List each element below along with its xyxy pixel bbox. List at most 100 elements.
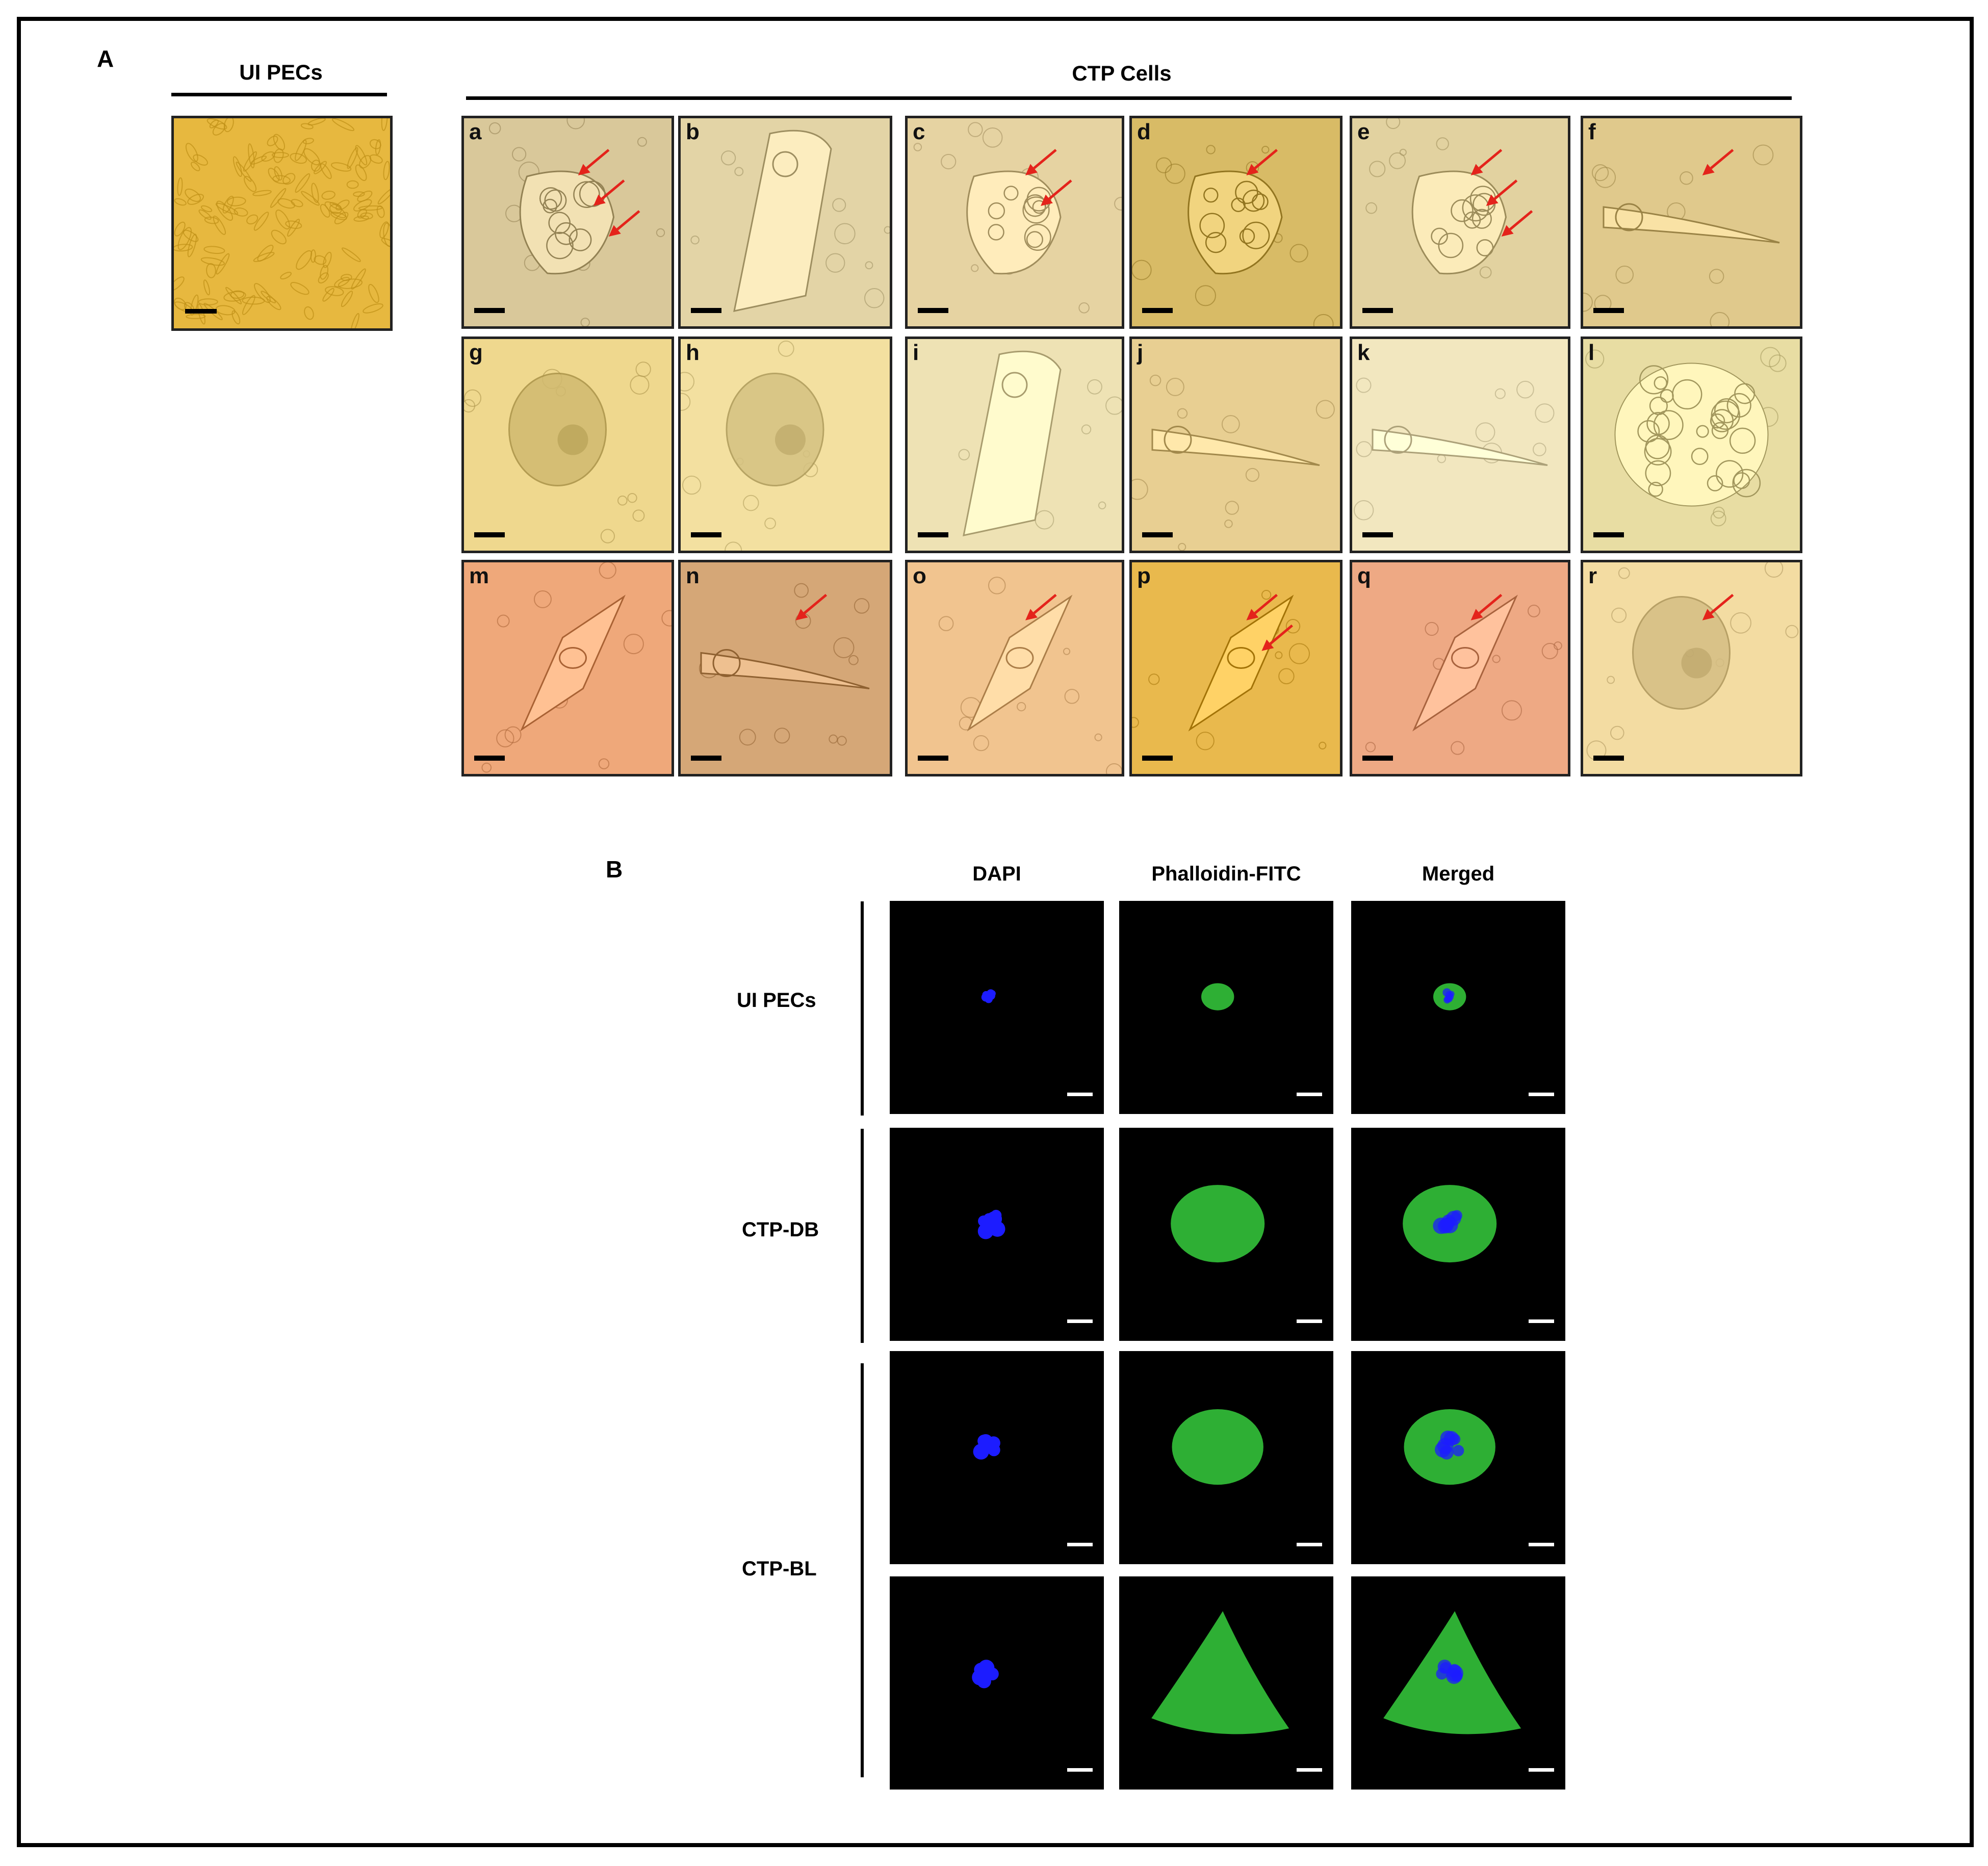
vacuole bbox=[1733, 472, 1750, 489]
micrograph-image-e bbox=[1352, 118, 1568, 326]
scale-bar bbox=[1593, 756, 1624, 761]
ctp-group-title: CTP Cells bbox=[1072, 61, 1172, 85]
small-cell bbox=[1148, 673, 1160, 685]
monolayer-cell bbox=[254, 283, 271, 303]
small-cell bbox=[1492, 655, 1501, 663]
small-cell bbox=[1710, 312, 1730, 326]
tile-letter-h: h bbox=[686, 340, 700, 365]
monolayer-cell bbox=[185, 143, 198, 162]
nucleus-signal bbox=[987, 1436, 1000, 1450]
small-cell bbox=[1261, 589, 1272, 600]
small-cell bbox=[566, 118, 585, 129]
cell-body bbox=[1372, 428, 1548, 466]
scale-bar bbox=[918, 532, 948, 537]
vacuole bbox=[1644, 437, 1672, 465]
nucleus bbox=[1001, 372, 1028, 398]
red-arrow-head bbox=[578, 164, 590, 175]
micrograph-tile-c: c bbox=[905, 116, 1124, 329]
nucleus-signal bbox=[972, 1669, 988, 1686]
nucleus bbox=[1003, 186, 1019, 201]
nucleus bbox=[1231, 197, 1246, 212]
monolayer-cell bbox=[320, 163, 332, 179]
nucleus bbox=[1199, 213, 1225, 239]
small-cell bbox=[533, 590, 552, 608]
vacuole bbox=[1645, 460, 1671, 486]
small-cell bbox=[1195, 285, 1216, 306]
fluorescence-image bbox=[1119, 1128, 1333, 1341]
small-cell bbox=[1425, 621, 1439, 636]
tile-letter-e: e bbox=[1357, 119, 1370, 144]
row-bracket-ctp-bl bbox=[861, 1363, 864, 1777]
monolayer-cell bbox=[273, 134, 286, 151]
micrograph-tile-k: k bbox=[1350, 336, 1570, 553]
actin-signal bbox=[1201, 983, 1234, 1010]
small-cell bbox=[1479, 266, 1492, 279]
red-arrow-shaft bbox=[616, 210, 640, 230]
small-cell bbox=[1245, 468, 1260, 482]
small-cell bbox=[1224, 520, 1233, 528]
small-cell bbox=[1149, 374, 1161, 386]
small-cell bbox=[1165, 163, 1185, 184]
fluorescence-tile-3-merged bbox=[1351, 1351, 1565, 1564]
small-cell bbox=[1709, 269, 1724, 284]
monolayer-cell bbox=[230, 290, 245, 299]
monolayer-cell bbox=[174, 244, 193, 252]
monolayer-cell bbox=[216, 253, 230, 275]
micrograph-tile-a: a bbox=[461, 116, 674, 329]
monolayer-cell bbox=[198, 209, 212, 220]
monolayer-cell bbox=[253, 212, 269, 231]
micrograph-tile-q: q bbox=[1350, 560, 1570, 776]
micrograph-image-a bbox=[464, 118, 672, 326]
nucleus bbox=[988, 224, 1004, 241]
nucleus bbox=[1032, 200, 1046, 214]
small-cell bbox=[623, 633, 644, 655]
fluorescence-tile-2-merged bbox=[1351, 1128, 1565, 1341]
scale-bar bbox=[1297, 1543, 1322, 1546]
micrograph-image-p bbox=[1132, 562, 1340, 774]
cell-body bbox=[1632, 596, 1731, 710]
scale-bar bbox=[1593, 532, 1624, 537]
cell-body bbox=[963, 350, 1062, 536]
fluorescence-image bbox=[1119, 901, 1333, 1114]
monolayer-cell bbox=[368, 283, 379, 303]
small-cell bbox=[1087, 379, 1102, 395]
small-cell bbox=[774, 728, 790, 744]
small-cell bbox=[1315, 400, 1335, 419]
small-cell bbox=[982, 127, 1003, 148]
nucleus bbox=[1463, 211, 1481, 229]
small-cell bbox=[971, 264, 979, 272]
monolayer-cell bbox=[290, 282, 309, 295]
monolayer-cell bbox=[272, 175, 291, 185]
fluorescence-image bbox=[890, 1351, 1104, 1564]
small-cell bbox=[1132, 717, 1139, 728]
monolayer-cell bbox=[266, 296, 281, 310]
small-cell bbox=[690, 235, 700, 245]
tile-letter-o: o bbox=[913, 563, 926, 588]
cell-body bbox=[1151, 428, 1320, 466]
nucleus bbox=[1239, 228, 1255, 244]
small-cell bbox=[1554, 641, 1562, 650]
monolayer-cell bbox=[335, 199, 350, 211]
red-arrow-head bbox=[1470, 609, 1483, 620]
monolayer-cell bbox=[187, 194, 204, 205]
nucleus bbox=[1681, 647, 1712, 679]
vacuole bbox=[1672, 379, 1702, 410]
scale-bar bbox=[1067, 1093, 1093, 1096]
monolayer-cell bbox=[377, 188, 390, 205]
small-cell bbox=[1114, 197, 1122, 211]
micrograph-image-n bbox=[681, 562, 890, 774]
monolayer-cell bbox=[341, 274, 352, 281]
vacuole bbox=[1716, 460, 1744, 488]
actin-signal bbox=[1151, 1611, 1289, 1734]
monolayer-cell bbox=[226, 196, 246, 206]
fluorescence-tile-1-fitc bbox=[1119, 901, 1333, 1114]
tile-letter-d: d bbox=[1137, 119, 1151, 144]
small-cell bbox=[1105, 763, 1122, 774]
small-cell bbox=[1098, 501, 1106, 510]
nucleus bbox=[544, 189, 567, 212]
control-title-rule bbox=[171, 93, 387, 96]
nucleus-signal bbox=[1437, 1660, 1452, 1674]
small-cell bbox=[682, 475, 702, 495]
monolayer-cell bbox=[304, 306, 314, 320]
